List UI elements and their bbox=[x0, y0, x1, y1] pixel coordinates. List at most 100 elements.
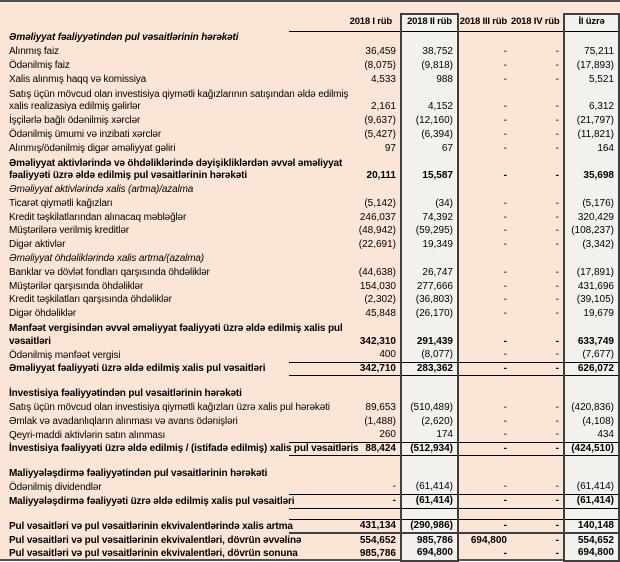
cell-value: 45,848 bbox=[365, 308, 396, 320]
table-row: İşçilərlə bağlı ödənilmiş xərclər (9,637)… bbox=[1, 113, 620, 128]
cell-value: 75,211 bbox=[563, 44, 620, 59]
row-label: Ödənilmiş dividendlər bbox=[9, 481, 102, 493]
cell-value: (12,160) bbox=[400, 113, 459, 128]
cell-value bbox=[289, 456, 401, 467]
row-label: Müştərilərə verilmiş kreditlər bbox=[9, 225, 129, 237]
cell-value: - bbox=[555, 401, 559, 413]
cell-value: 15,587 bbox=[400, 155, 459, 183]
table-row: Maliyyələşdirmə fəaliyyəti üzrə əldə edi… bbox=[1, 494, 620, 509]
table-row: Ticarət qiymətli kağızları (5,142) (34) - -(… bbox=[1, 196, 620, 211]
cell-value bbox=[563, 455, 620, 467]
cell-value: (7,677) bbox=[563, 348, 620, 363]
cell-value: - bbox=[555, 481, 559, 493]
row-label: Satış üçün mövcud olan investisiya qiymə… bbox=[9, 88, 349, 113]
cell-value: - bbox=[458, 441, 511, 457]
cell-value: 291,439 bbox=[400, 320, 459, 349]
cell-value: - bbox=[503, 142, 507, 154]
cell-value: (8,077) bbox=[400, 348, 459, 363]
cell-value: (61,414) bbox=[563, 480, 620, 495]
cell-value bbox=[458, 467, 511, 481]
cell-value bbox=[400, 508, 459, 520]
cell-value: 154,030 bbox=[359, 280, 396, 292]
table-row: Kredit təşkilatları qarşısında öhdəliklə… bbox=[1, 293, 620, 307]
table-body: Əməliyyat fəaliyyətindən pul vəsaitlərin… bbox=[1, 31, 620, 562]
cell-value: 164 bbox=[563, 141, 620, 156]
row-label: Pul vəsaitləri və pul vəsaitlərinin ekvi… bbox=[9, 548, 298, 560]
cell-value: 89,653 bbox=[365, 401, 396, 413]
cell-value: 97 bbox=[384, 142, 396, 154]
cell-value: - bbox=[555, 548, 559, 560]
table-row: Banklar və dövlət fondları qarşısında öh… bbox=[1, 265, 620, 280]
cell-value: 985,786 bbox=[359, 548, 396, 560]
cell-value: (510,489) bbox=[400, 400, 459, 415]
row-label: Kredit təşkilatları qarşısında öhdəliklə… bbox=[9, 294, 172, 306]
table-row: İnvestisiya fəaliyyətindən pul vəsaitlər… bbox=[1, 386, 620, 401]
cell-value: - bbox=[503, 415, 507, 427]
cell-value: - bbox=[555, 266, 559, 278]
cell-value: (9,818) bbox=[400, 58, 459, 73]
row-label: Alınmış faiz bbox=[9, 46, 59, 57]
cell-value: 67 bbox=[400, 141, 459, 156]
cell-value: 554,652 bbox=[359, 534, 396, 546]
row-label: Pul vəsaitləri və pul vəsaitlərinin ekvi… bbox=[9, 520, 293, 532]
cell-value: 400 bbox=[379, 349, 396, 361]
cell-value bbox=[511, 467, 564, 481]
cell-value: - bbox=[511, 494, 564, 509]
cell-value bbox=[511, 31, 564, 45]
table-row: İnvestisiya fəaliyyəti üzrə əldə edilmiş… bbox=[1, 441, 620, 457]
column-header-2018-q3: 2018 III rüb bbox=[458, 14, 511, 32]
cell-value: - bbox=[555, 59, 559, 71]
row-label: Mənfəət vergisindən əvvəl əməliyyat fəal… bbox=[9, 323, 343, 347]
cell-value: (61,414) bbox=[563, 494, 620, 509]
cell-value: - bbox=[555, 308, 559, 320]
cell-value bbox=[458, 252, 511, 266]
cell-value: 174 bbox=[400, 428, 459, 443]
table-row: Pul vəsaitləri və pul vəsaitlərinin ekvi… bbox=[1, 518, 620, 535]
cell-value: (61,414) bbox=[400, 480, 459, 495]
row-label: Ticarət qiymətli kağızları bbox=[9, 197, 113, 209]
spacer-row bbox=[1, 508, 620, 520]
row-label: Əməliyyat fəaliyyəti üzrə əldə edilmiş x… bbox=[9, 363, 266, 375]
cell-value: 26,747 bbox=[400, 265, 459, 280]
cell-value: - bbox=[555, 170, 559, 182]
cell-value: 431,696 bbox=[563, 279, 620, 294]
cell-value: - bbox=[503, 170, 507, 182]
cell-value: (17,891) bbox=[563, 265, 620, 280]
table-row: Pul vəsaitləri və pul vəsaitlərinin ekvi… bbox=[1, 533, 620, 548]
cell-value: - bbox=[392, 481, 396, 493]
cell-value: - bbox=[503, 225, 507, 237]
cell-value: - bbox=[555, 46, 559, 57]
spacer-row bbox=[1, 455, 620, 467]
table-row: Ödənilmiş dividendlər - (61,414) - - (61,414) bbox=[1, 480, 620, 495]
cell-value bbox=[289, 387, 401, 401]
cell-value bbox=[511, 456, 564, 467]
table-row: Ödənilmiş mənfəət vergisi 400 (8,077) - - (7,… bbox=[1, 348, 620, 363]
row-label: Kredit təşkilatlarından alınacaq məbləğl… bbox=[9, 211, 187, 223]
cell-value: (9,637) bbox=[364, 114, 396, 126]
cell-value bbox=[400, 455, 459, 467]
cell-value: 20,111 bbox=[366, 170, 396, 182]
cell-value: 246,037 bbox=[359, 211, 396, 223]
cell-value: (420,836) bbox=[563, 400, 620, 415]
cell-value bbox=[289, 508, 401, 519]
cell-value bbox=[400, 386, 459, 401]
row-label: Əməliyyat öhdəliklərində xalis artma/(az… bbox=[9, 252, 204, 264]
cell-value: 6,312 bbox=[563, 86, 620, 114]
cell-value: - bbox=[555, 114, 559, 126]
table-row: Digər aktivlər (22,691) 19,349- - (3,342) bbox=[1, 237, 620, 252]
cell-value: - bbox=[503, 280, 507, 292]
row-label: Satış üçün mövcud olan investisiya qiymə… bbox=[9, 401, 330, 413]
cell-value bbox=[563, 386, 620, 401]
cell-value: (2,302) bbox=[364, 294, 396, 306]
cell-value bbox=[458, 376, 511, 387]
cell-value: (59,295) bbox=[400, 224, 459, 238]
table-row: Mənfəət vergisindən əvvəl əməliyyat fəal… bbox=[1, 320, 620, 349]
cell-value: 5,521 bbox=[563, 72, 620, 87]
cell-value: - bbox=[503, 239, 507, 251]
cell-value: - bbox=[511, 518, 564, 535]
row-label: Digər aktivlər bbox=[9, 239, 66, 251]
row-label: Əməliyyat fəaliyyətindən pul vəsaitlərin… bbox=[9, 32, 239, 44]
cell-value: - bbox=[555, 128, 559, 140]
table-row: Əmlak və avadanlıqların alınması və avan… bbox=[1, 414, 620, 429]
